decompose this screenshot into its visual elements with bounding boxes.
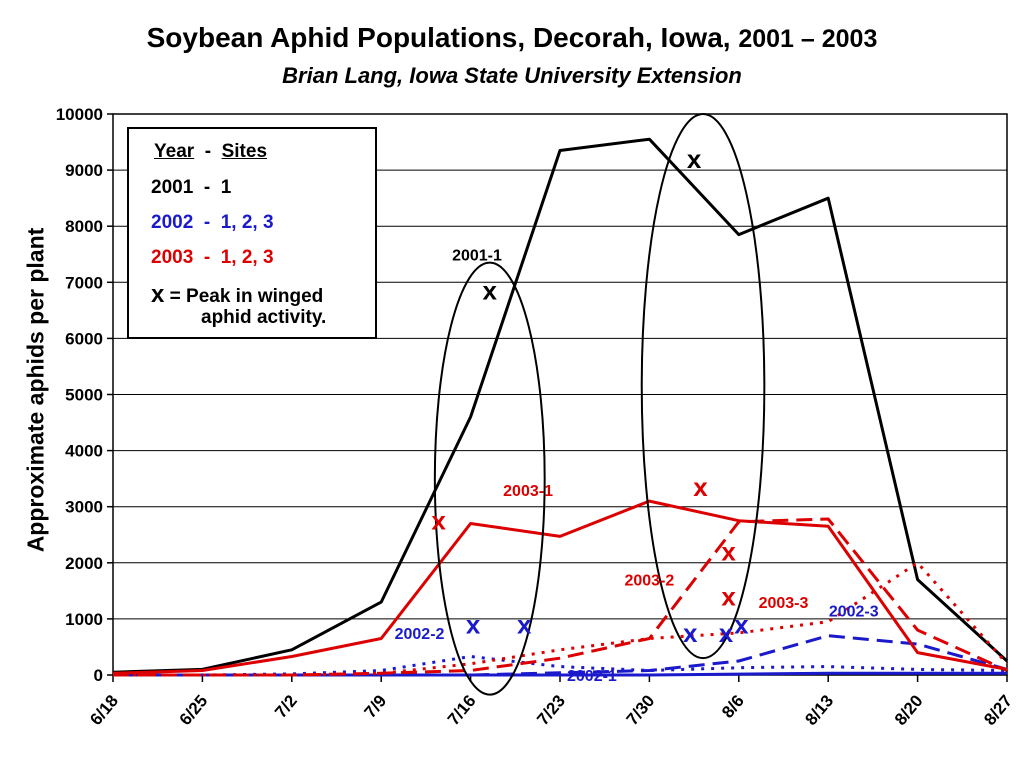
x-tick-label: 8/27 [980, 691, 1016, 729]
legend-row-2001: 2001 - 1 [151, 177, 232, 198]
series-line-2003-2 [113, 517, 1008, 677]
x-tick-label: 6/18 [86, 691, 122, 729]
peak-marker: x [721, 581, 736, 611]
legend-header: Year - Sites [154, 141, 267, 163]
y-tick-label: 0 [94, 666, 103, 685]
x-tick-label: 8/13 [801, 691, 837, 729]
legend-header-dash: - [204, 141, 212, 162]
peak-marker: x [721, 537, 736, 567]
series-line-2003-3 [113, 561, 1009, 677]
y-tick-label: 3000 [65, 498, 103, 517]
legend: Year - Sites 2001 - 1 2002 - 1, 2, 3 200… [127, 127, 377, 339]
peak-marker: x [734, 610, 749, 640]
legend-x-text-2: aphid activity. [201, 307, 327, 328]
title-main: Soybean Aphid Populations, Decorah, Iowa… [146, 22, 731, 53]
legend-peak-row: x = Peak in winged [151, 281, 323, 309]
series-line-2002-3 [113, 634, 1008, 677]
peak-marker: x [431, 506, 446, 536]
y-tick-label: 2000 [65, 554, 103, 573]
x-tick-label: 7/23 [533, 691, 569, 729]
series-annotation: 2003-3 [759, 595, 809, 612]
x-tick-label: 7/16 [444, 691, 480, 729]
y-tick-label: 10000 [56, 105, 103, 124]
peak-period-ellipse [433, 261, 546, 696]
peak-marker: x [683, 618, 698, 648]
legend-row-2002: 2002 - 1, 2, 3 [151, 212, 274, 233]
peak-period-ellipse [640, 113, 766, 660]
x-tick-label: 7/30 [623, 691, 659, 729]
series-annotation: 2002-1 [567, 668, 617, 685]
title-years: 2001 – 2003 [738, 25, 878, 53]
series-annotation: 2001-1 [452, 247, 502, 264]
legend-x-symbol: x [151, 281, 165, 308]
x-tick-label: 7/9 [361, 691, 391, 721]
chart-title: Soybean Aphid Populations, Decorah, Iowa… [0, 22, 1024, 54]
legend-sites-header: Sites [221, 141, 268, 162]
peak-marker: x [483, 276, 498, 306]
series-annotation: 2003-1 [503, 483, 553, 500]
peak-marker: x [687, 144, 702, 174]
y-tick-label: 4000 [65, 442, 103, 461]
peak-marker: x [693, 472, 708, 502]
peak-marker: x [517, 610, 532, 640]
y-tick-label: 1000 [65, 610, 103, 629]
y-axis-label: Approximate aphids per plant [22, 227, 49, 553]
y-tick-label: 5000 [65, 386, 103, 405]
y-tick-label: 9000 [65, 161, 103, 180]
series-annotation: 2002-2 [395, 626, 445, 643]
y-tick-label: 8000 [65, 217, 103, 236]
legend-row-2003: 2003 - 1, 2, 3 [151, 247, 274, 268]
peak-marker: x [466, 610, 481, 640]
x-tick-label: 6/25 [176, 691, 212, 729]
series-annotation: 2003-2 [624, 573, 674, 590]
series-annotation: 2002-3 [829, 603, 879, 620]
x-tick-label: 8/20 [891, 691, 927, 729]
series-line-2001-1 [112, 137, 1009, 674]
legend-year-header: Year [154, 141, 195, 162]
chart-subtitle: Brian Lang, Iowa State University Extens… [282, 63, 742, 88]
peak-marker: x [719, 618, 734, 648]
y-tick-label: 6000 [65, 329, 103, 348]
y-tick-label: 7000 [65, 273, 103, 292]
series-line-2003-1 [112, 499, 1008, 675]
x-tick-label: 8/6 [718, 691, 748, 721]
legend-x-text-1: = Peak in winged [169, 286, 324, 307]
x-tick-label: 7/2 [271, 691, 301, 721]
